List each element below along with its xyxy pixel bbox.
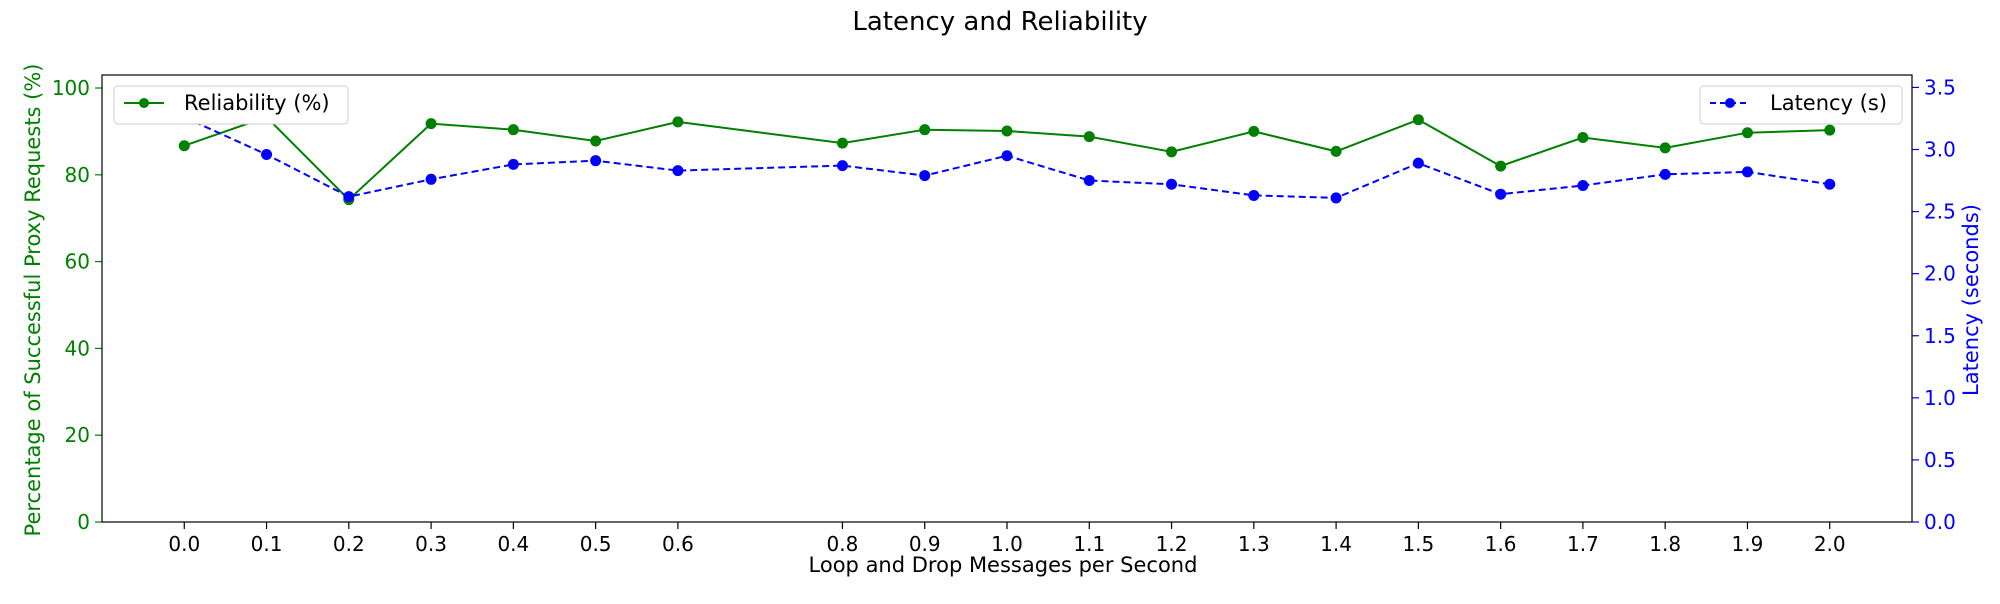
series-reliability-point — [1741, 127, 1753, 139]
x-tick-label: 0.3 — [415, 532, 447, 556]
right-y-tick-label: 0.5 — [1924, 448, 1956, 472]
series-reliability-point — [425, 118, 437, 130]
series-latency-point — [1166, 178, 1178, 190]
series-latency-point — [1741, 166, 1753, 178]
series-latency-point — [1083, 175, 1095, 187]
x-tick-label: 0.9 — [909, 532, 941, 556]
series-latency-point — [1248, 189, 1260, 201]
x-tick-label: 0.0 — [168, 532, 200, 556]
legend-reliability-marker — [139, 98, 149, 108]
left-y-tick-label: 20 — [65, 423, 90, 447]
series-reliability-point — [1824, 124, 1836, 136]
series-latency-point — [425, 173, 437, 185]
series-latency-point — [1330, 192, 1342, 204]
right-y-axis-label: Latency (seconds) — [1959, 204, 1983, 396]
series-latency-point — [836, 160, 848, 172]
left-y-tick-label: 60 — [65, 250, 90, 274]
legend-latency-frame — [1699, 85, 1903, 125]
x-tick-label: 1.4 — [1320, 532, 1352, 556]
series-reliability-point — [1659, 142, 1671, 154]
series-reliability-point — [590, 135, 602, 147]
right-y-tick-label: 1.0 — [1924, 386, 1956, 410]
legend-reliability-frame — [113, 85, 349, 125]
series-reliability-point — [178, 140, 190, 152]
series-latency-point — [343, 191, 355, 203]
series-latency-point — [672, 165, 684, 177]
series-reliability-line — [183, 115, 1830, 201]
series-reliability-point — [507, 124, 519, 136]
legend-reliability: Reliability (%) — [113, 85, 349, 125]
legend-latency-label: Latency (s) — [1770, 91, 1887, 115]
right-y-tick-label: 2.0 — [1924, 262, 1956, 286]
x-tick-label: 0.5 — [580, 532, 612, 556]
x-axis-label: Loop and Drop Messages per Second — [809, 553, 1198, 577]
series-latency-point — [1001, 150, 1013, 162]
series-reliability-point — [1001, 125, 1013, 137]
x-tick-label: 0.6 — [662, 532, 694, 556]
right-y-tick-label: 0.0 — [1924, 510, 1956, 534]
legend-latency-marker — [1725, 98, 1735, 108]
x-tick-label: 0.1 — [251, 532, 283, 556]
series-latency-point — [590, 155, 602, 167]
plot-area-frame — [101, 74, 1913, 523]
x-tick-label: 1.8 — [1649, 532, 1681, 556]
x-tick-label: 0.2 — [333, 532, 365, 556]
series-reliability-point — [836, 137, 848, 149]
x-tick-label: 1.5 — [1402, 532, 1434, 556]
series-latency-point — [261, 148, 273, 160]
legend-reliability-label: Reliability (%) — [184, 91, 330, 115]
right-y-tick-label: 3.5 — [1924, 75, 1956, 99]
x-tick-label: 1.2 — [1156, 532, 1188, 556]
legend-latency: Latency (s) — [1699, 85, 1903, 125]
left-y-tick-label: 40 — [65, 336, 90, 360]
series-reliability-point — [1330, 145, 1342, 157]
left-axis-ticks: 0 20 40 60 80 100 — [52, 76, 102, 534]
x-tick-label: 0.4 — [497, 532, 529, 556]
x-tick-label: 1.3 — [1238, 532, 1270, 556]
left-y-tick-label: 0 — [77, 510, 90, 534]
series-reliability — [178, 111, 1836, 206]
series-latency-point — [919, 170, 931, 182]
right-y-tick-label: 2.5 — [1924, 200, 1956, 224]
series-reliability-point — [919, 124, 931, 136]
chart-title: Latency and Reliability — [852, 7, 1147, 37]
left-y-tick-label: 80 — [65, 163, 90, 187]
series-layer — [178, 111, 1836, 206]
series-latency-line — [183, 116, 1830, 199]
series-latency-point — [1495, 188, 1507, 200]
series-latency-point — [1659, 168, 1671, 180]
right-y-tick-label: 3.0 — [1924, 138, 1956, 162]
x-tick-label: 1.0 — [991, 532, 1023, 556]
left-y-tick-label: 100 — [52, 76, 90, 100]
x-tick-label: 0.8 — [827, 532, 859, 556]
right-axis-ticks: 0.0 0.5 1.0 1.5 2.0 2.5 3.0 3.5 — [1912, 75, 1956, 534]
series-reliability-point — [672, 116, 684, 128]
x-tick-label: 1.1 — [1073, 532, 1105, 556]
series-latency-point — [1824, 178, 1836, 190]
series-latency-point — [1412, 157, 1424, 169]
series-latency-point — [1577, 180, 1589, 192]
x-tick-label: 1.7 — [1567, 532, 1599, 556]
x-tick-label: 1.6 — [1485, 532, 1517, 556]
series-reliability-point — [1412, 114, 1424, 126]
series-reliability-point — [1577, 131, 1589, 143]
series-reliability-point — [1083, 131, 1095, 143]
series-reliability-point — [1248, 125, 1260, 137]
series-reliability-point — [1166, 146, 1178, 158]
x-tick-label: 1.9 — [1732, 532, 1764, 556]
left-y-axis-label: Percentage of Successful Proxy Requests … — [21, 64, 45, 537]
series-reliability-point — [1495, 160, 1507, 172]
x-axis-ticks: 0.0 0.1 0.2 0.3 0.4 0.5 0.6 0.8 0.9 1.0 1.1 1.2 1.3 1… — [168, 522, 1846, 556]
x-tick-label: 2.0 — [1814, 532, 1846, 556]
right-y-tick-label: 1.5 — [1924, 324, 1956, 348]
series-latency-point — [507, 158, 519, 170]
